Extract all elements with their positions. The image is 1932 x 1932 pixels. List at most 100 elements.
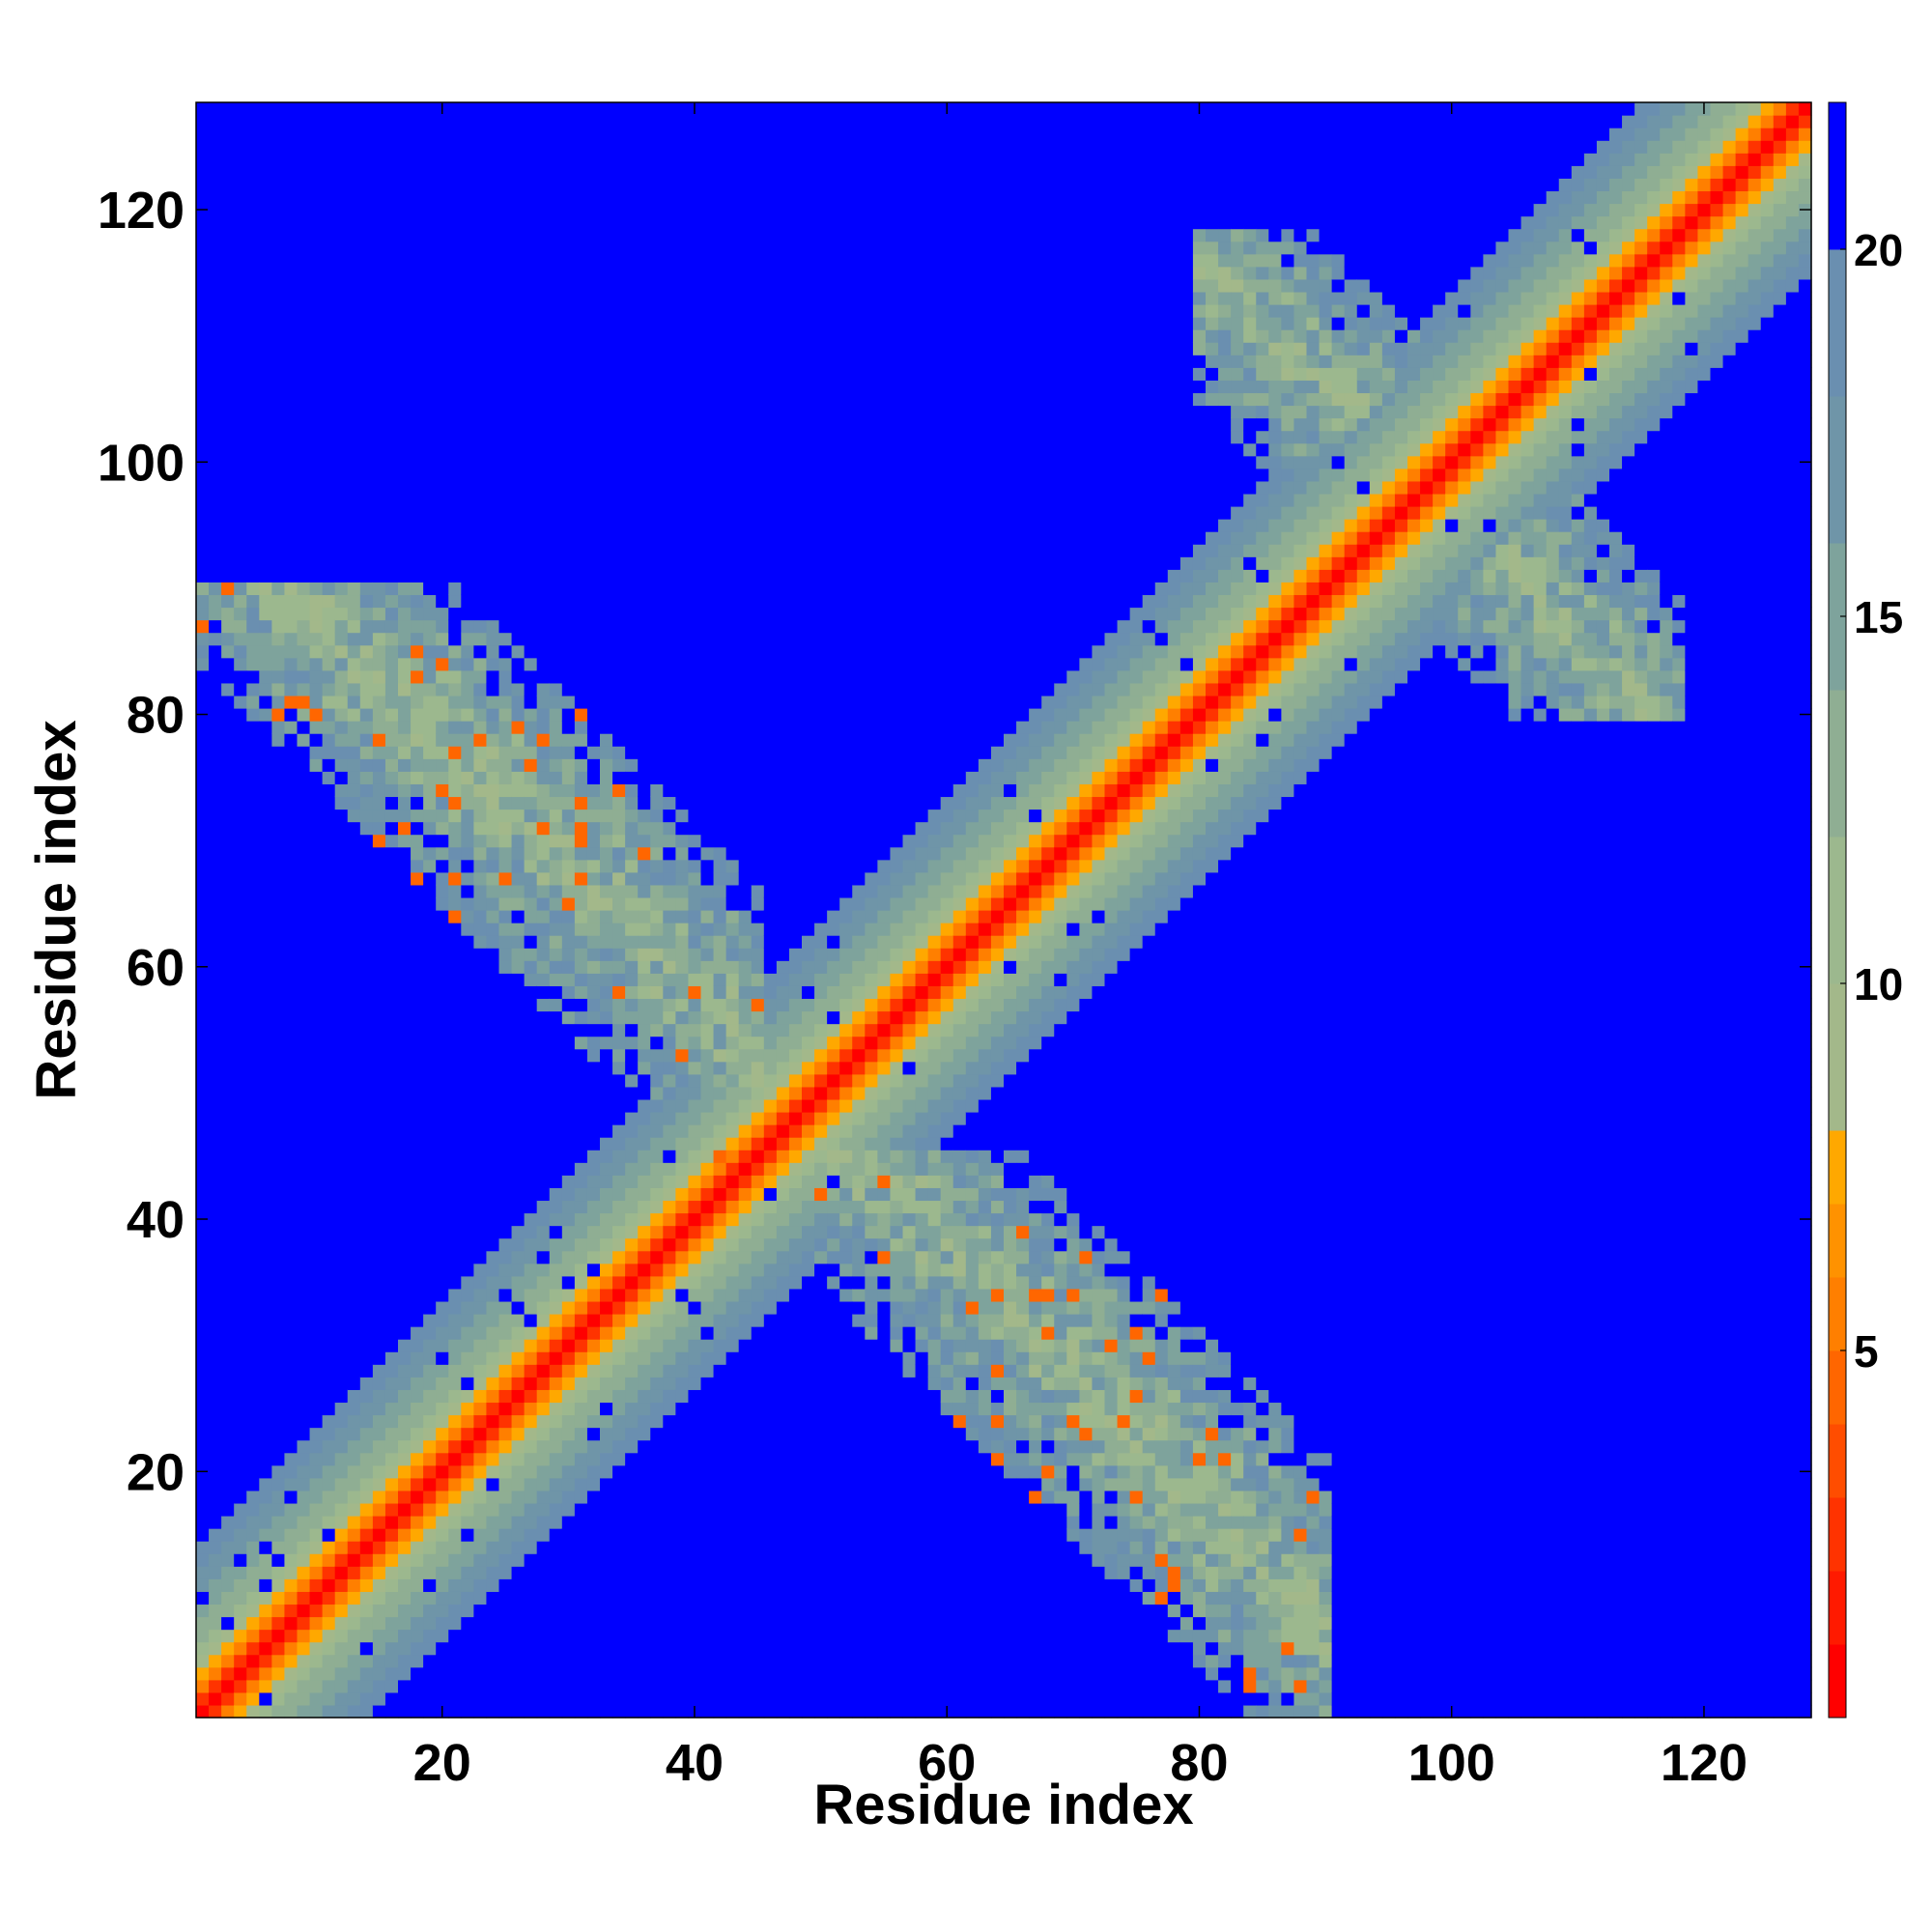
heatmap-cell [322,215,336,230]
heatmap-cell [322,317,336,330]
heatmap-cell [536,455,551,469]
heatmap-cell [209,1237,222,1252]
heatmap-cell [334,329,349,343]
heatmap-cell [574,1439,588,1454]
heatmap-cell [574,1175,588,1188]
heatmap-cell [498,783,513,798]
heatmap-cell [549,1098,563,1113]
heatmap-cell [650,1541,664,1554]
heatmap-cell [347,1502,361,1517]
heatmap-cell [423,455,437,469]
heatmap-cell [297,241,311,255]
heatmap-cell [234,923,247,936]
heatmap-cell [561,821,576,836]
heatmap-cell [259,1477,272,1492]
heatmap-cell [196,1048,210,1063]
heatmap-cell [663,253,676,268]
heatmap-cell [650,1112,664,1125]
heatmap-cell [411,985,424,1000]
heatmap-cell [309,442,324,457]
heatmap-cell [574,1641,588,1656]
heatmap-cell [359,165,374,179]
heatmap-cell [372,607,386,621]
heatmap-cell [359,1616,374,1631]
heatmap-cell [473,291,488,305]
heatmap-cell [625,480,639,495]
heatmap-cell [347,266,361,280]
heatmap-cell [284,1541,298,1554]
heatmap-cell [297,1591,311,1605]
heatmap-cell [234,128,247,141]
heatmap-cell [411,140,424,154]
heatmap-cell [448,973,462,986]
heatmap-cell [561,669,576,684]
heatmap-cell [498,1339,513,1352]
heatmap-cell [663,278,676,293]
heatmap-cell [536,1604,551,1618]
heatmap-cell [625,1516,639,1529]
heatmap-cell [461,430,474,444]
heatmap-cell [675,140,690,154]
heatmap-cell [638,1086,651,1100]
heatmap-cell [650,1061,664,1075]
heatmap-cell [309,948,324,961]
heatmap-cell [486,190,500,205]
heatmap-cell [612,1187,626,1202]
heatmap-cell [574,1326,588,1340]
heatmap-cell [675,278,690,293]
heatmap-cell [259,1439,272,1454]
heatmap-cell [423,241,437,255]
heatmap-cell [638,266,651,280]
heatmap-cell [498,846,513,861]
heatmap-cell [271,1010,286,1025]
heatmap-cell [221,215,235,230]
heatmap-cell [625,1414,639,1429]
heatmap-cell [234,1061,247,1075]
heatmap-cell [549,896,563,911]
heatmap-cell [498,1175,513,1188]
heatmap-cell [498,1326,513,1340]
heatmap-cell [436,430,449,444]
heatmap-cell [359,669,374,684]
heatmap-cell [322,190,336,205]
heatmap-cell [334,1073,349,1088]
heatmap-cell [398,317,412,330]
heatmap-cell [600,405,613,419]
heatmap-cell [511,884,526,898]
heatmap-cell [359,821,374,836]
heatmap-cell [561,644,576,659]
heatmap-cell [322,1263,336,1277]
heatmap-cell [473,128,488,141]
heatmap-cell [209,910,222,923]
heatmap-cell [297,405,311,419]
heatmap-cell [663,1490,676,1504]
heatmap-cell [574,998,588,1012]
heatmap-cell [436,1351,449,1365]
heatmap-cell [284,1414,298,1429]
heatmap-cell [638,355,651,368]
heatmap-cell [334,115,349,128]
heatmap-cell [284,1528,298,1542]
heatmap-cell [209,291,222,305]
heatmap-cell [586,304,601,318]
heatmap-cell [209,190,222,205]
heatmap-cell [586,1237,601,1252]
heatmap-cell [246,1036,260,1050]
heatmap-cell [309,1061,324,1075]
heatmap-cell [461,165,474,179]
heatmap-cell [549,1237,563,1252]
heatmap-cell [334,1124,349,1138]
heatmap-cell [561,1314,576,1327]
heatmap-cell [271,935,286,949]
heatmap-cell [221,1591,235,1605]
heatmap-cell [524,380,538,394]
heatmap-cell [675,582,690,596]
heatmap-cell [586,506,601,520]
heatmap-cell [359,1629,374,1643]
heatmap-cell [234,1314,247,1327]
heatmap-cell [209,708,222,722]
heatmap-cell [448,569,462,582]
heatmap-cell [297,682,311,696]
heatmap-cell [625,1666,639,1681]
heatmap-cell [372,1150,386,1163]
